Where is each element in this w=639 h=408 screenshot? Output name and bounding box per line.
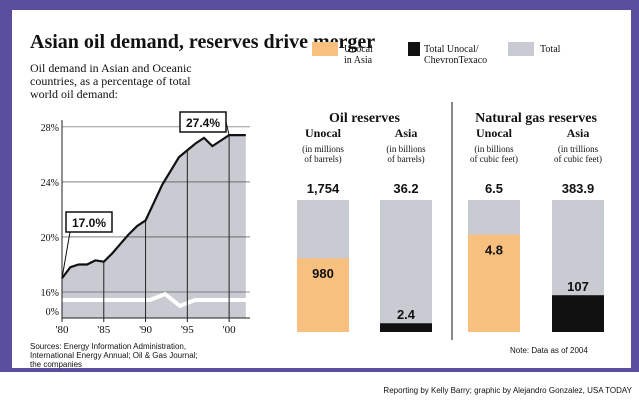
callout-label: 17.0% [72,216,106,230]
legend-label: in Asia [344,55,373,66]
legend-label: Total Unocal/ [424,44,479,55]
area [62,135,246,318]
total-label: 383.9 [562,181,595,196]
part-label: 4.8 [485,243,503,258]
y-tick-label: 28% [41,123,59,134]
column-title: Unocal [476,126,513,140]
note: Note: Data as of 2004 [510,346,588,355]
column-title: Asia [567,126,590,140]
column-unit: (in millions [302,144,344,154]
bar-total [380,200,432,332]
subtitle: world oil demand: [30,87,118,101]
sources: the companies [30,360,82,369]
column-title: Asia [395,126,418,140]
x-tick-label: '90 [139,324,152,336]
x-tick-label: '85 [97,324,110,336]
credit: Reporting by Kelly Barry; graphic by Ale… [383,386,632,395]
legend-label: Total [540,44,561,55]
part-label: 107 [567,279,589,294]
column-unit: of cubic feet) [554,154,602,164]
group-title: Natural gas reserves [475,111,597,126]
sources: Sources: Energy Information Administrati… [30,342,186,351]
callout-line [61,231,71,279]
group-title: Oil reserves [329,111,400,126]
axis-break [62,291,250,309]
callout-box [65,211,113,233]
part-label: 2.4 [397,307,416,322]
callout-label: 27.4% [186,116,220,130]
bar-part [552,295,604,332]
legend-swatch [508,42,534,56]
column-unit: of barrels) [387,154,424,164]
x-tick-label: '80 [56,324,69,336]
y-tick-label: 16% [41,288,59,299]
column-unit: (in trillions [558,144,599,154]
part-label: 980 [312,266,334,281]
column-unit: of barrels) [304,154,341,164]
legend-swatch [312,42,338,56]
y-tick-label: 20% [41,233,59,244]
credit-strip [0,372,639,403]
column-title: Unocal [305,126,342,140]
subtitle: countries, as a percentage of total [30,74,191,88]
y-tick-label: 24% [41,178,59,189]
y-tick-label: 0% [46,307,59,318]
legend-label: ChevronTexaco [424,55,487,66]
legend-swatch [408,42,420,56]
callout-box [179,111,227,133]
subtitle: Oil demand in Asian and Oceanic [30,61,192,75]
bar-part [468,234,520,332]
x-tick-label: '95 [181,324,194,336]
sources: International Energy Annual; Oil & Gas J… [30,351,198,360]
bar-part [380,323,432,332]
title: Asian oil demand, reserves drive merger [30,31,375,53]
column-unit: (in billions [386,144,426,154]
column-unit: (in billions [474,144,514,154]
line [61,134,246,279]
x-tick-label: '00 [223,324,236,336]
total-label: 6.5 [485,181,503,196]
total-label: 36.2 [393,181,418,196]
total-label: 1,754 [307,181,340,196]
bar-part [297,258,349,332]
legend-label: Unocal [344,44,373,55]
column-unit: of cubic feet) [470,154,518,164]
